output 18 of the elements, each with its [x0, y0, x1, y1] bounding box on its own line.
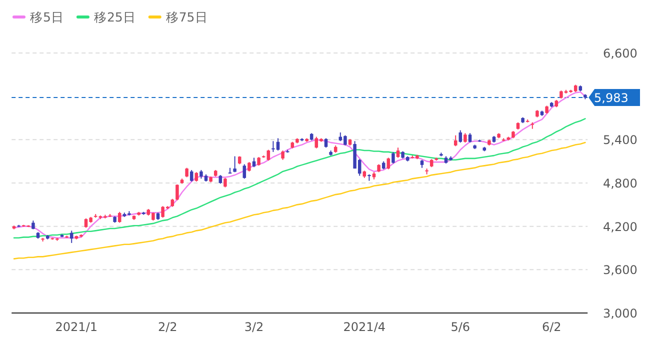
- y-tick-label: 4,800: [603, 176, 638, 190]
- x-tick-label: 6/2: [542, 320, 562, 334]
- legend-label: 移5日: [30, 10, 64, 24]
- y-tick-label: 5,400: [603, 133, 638, 148]
- x-tick-label: 3/2: [244, 320, 264, 334]
- x-tick-label: 5/6: [450, 320, 470, 334]
- y-tick-label: 6,600: [603, 46, 638, 60]
- x-tick-label: 2021/1: [55, 320, 98, 334]
- legend-label: 移75日: [166, 10, 208, 24]
- line-series: [13, 118, 586, 239]
- ref-line-label: 5,983: [594, 91, 628, 106]
- y-tick-label: 3,600: [603, 263, 638, 278]
- line-series: [13, 142, 586, 260]
- x-tick-label: 2/2: [158, 320, 178, 334]
- y-tick-label: 3,000: [603, 306, 638, 320]
- x-tick-label: 2021/4: [343, 320, 386, 334]
- legend-label: 移25日: [94, 10, 136, 24]
- y-tick-label: 4,200: [603, 220, 638, 234]
